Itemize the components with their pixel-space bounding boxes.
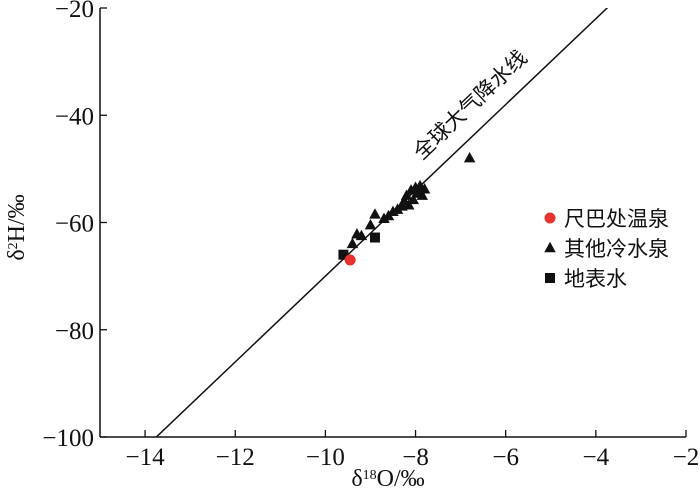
data-point-triangle [407,193,420,205]
x-tick-label: −2 [673,444,700,471]
x-tick-label: −4 [583,444,610,471]
x-tick-label: −8 [402,444,429,471]
x-axis-label: δ18O/‰ [351,466,424,492]
data-point-circle [344,254,356,266]
data-point-triangle [418,183,431,194]
x-tick-label: −14 [126,444,166,471]
y-tick-label: −100 [42,425,94,452]
legend-marker [545,273,555,283]
data-point-square [369,232,380,243]
data-point-triangle [416,189,429,200]
data-point-triangle [369,208,381,219]
data-point-triangle [378,212,390,223]
legend-marker [544,212,556,224]
legend-label: 尺巴处温泉 [564,207,669,231]
data-point-square [338,249,349,260]
y-axis-label: δ2H/‰ [4,194,30,260]
y-tick-label: −20 [55,0,94,23]
ticks-layer: −14 −12 −10 −8 −6 −4 −2 −100 −80 −60 −40 −20 [42,0,699,471]
legend-marker [544,241,556,253]
data-point-triangle [463,151,476,163]
legend-label: 其他冷水泉 [564,237,669,261]
y-tick-label: −40 [55,103,94,130]
x-tick-label: −10 [306,444,345,471]
data-point-triangle [405,184,417,195]
data-points-layer [338,151,476,266]
reference-line-label: 全球大气降水线 [409,46,532,165]
data-point-triangle [400,189,413,200]
data-point-triangle [346,237,359,249]
y-tick-label: −80 [55,318,94,345]
x-tick-label: −6 [492,444,519,471]
data-point-triangle [364,218,377,230]
data-point-triangle [355,229,368,241]
annotation-layer: 全球大气降水线 [409,46,532,165]
legend-label: 地表水 [564,267,627,291]
axis-labels-layer: δ18O/‰ δ2H/‰ [4,194,425,492]
y-tick-label: −60 [55,211,94,238]
x-tick-label: −12 [216,444,255,471]
data-point-triangle [403,199,415,210]
